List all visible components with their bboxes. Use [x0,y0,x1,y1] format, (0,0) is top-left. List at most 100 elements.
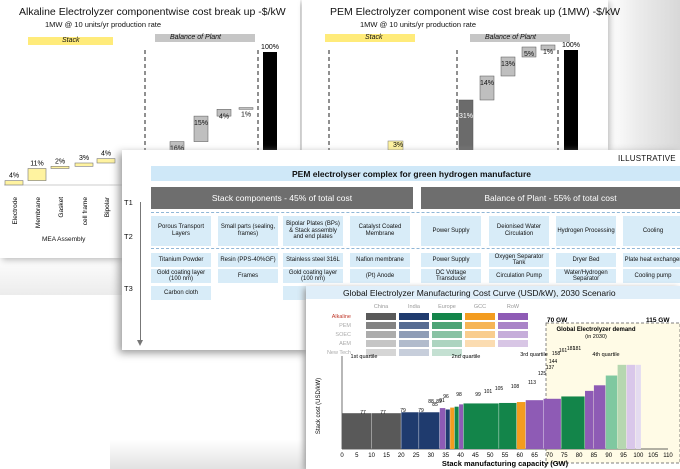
bop-header-label: Balance of Plant - 55% of total cost [484,193,617,203]
cost-curve-bar [585,390,594,449]
cost-value-label: 181 [573,346,582,352]
cost-value-label: 99 [475,392,481,398]
tech-legend-label: PEM [339,323,351,329]
x-tick-label: 80 [576,453,583,459]
cost-value-label: 77 [360,410,366,416]
legend-swatch [399,331,429,338]
cost-curve-bar [593,385,606,449]
tier3-box: Cooling pump [623,269,680,283]
alkaline-title: Alkaline Electrolyzer componentwise cost… [19,6,286,18]
cost-value-label: 85 [432,402,438,408]
complex-title-bar [151,166,680,181]
pem-chart: 3% 31% 14% 13% 5% 1% 100% [328,42,580,150]
alkaline-bop-band [155,34,255,42]
alkaline-stack-label: Stack [62,37,80,44]
quartile-label: 4th quartile [592,352,619,358]
cost-curve-bar [516,402,526,449]
x-tick-label: 90 [605,453,612,459]
tier3-box: Oxygen Separator Tank [489,253,549,267]
alkaline-stack-bar [4,180,24,186]
alkaline-bop-bar [193,115,209,142]
cost-curve-bar [561,396,585,449]
region-legend-label: GCC [474,304,486,310]
legend-swatch [498,313,528,320]
legend-swatch [366,349,396,356]
cost-curve-bar [439,408,446,449]
cost-curve-card: Global Electrolyzer Manufacturing Cost C… [306,286,680,469]
pem-bop-label: 5% [524,51,534,58]
cost-value-label: 101 [484,389,493,395]
cost-value-label: 105 [495,386,504,392]
alkaline-total-label: 100% [261,44,279,51]
x-tick-label: 25 [413,453,420,459]
alkaline-category-label: Electrode [12,197,19,225]
tier-arrow-head [137,340,143,346]
x-tick-label: 30 [428,453,435,459]
demand-label: Global Electrolyzer demand [556,327,635,333]
cost-curve-bar [617,364,627,449]
curve-title-bar [306,286,680,299]
legend-swatch [465,331,495,338]
cost-value-label: 125 [538,371,547,377]
legend-swatch [399,349,429,356]
tier3-box: Resin (PPS-40%GF) [218,253,278,267]
alkaline-category-label: Gasket [58,197,65,218]
alkaline-category-label: cell frame [82,197,89,226]
legend-swatch [366,340,396,347]
tier3-box: Nafion membrane [350,253,410,267]
legend-swatch [399,340,429,347]
tier3-box: Carbon cloth [151,286,211,300]
quartile-label: 1st quartile [351,354,378,360]
legend-swatch [465,322,495,329]
x-tick-label: 65 [531,453,538,459]
cost-value-label: 161 [559,348,568,354]
alkaline-bop-label: Balance of Plant [170,34,221,41]
pem-bop-label: 1% [543,49,553,56]
tech-legend-label: New Tech [327,350,351,356]
cost-value-label: 79 [400,408,406,414]
cost-curve-bar [459,404,464,449]
x-tick-label: 40 [457,453,464,459]
pem-bop-label: Balance of Plant [485,34,536,41]
gw70-label: 70 GW [547,317,568,324]
curve-title: Global Electrolyzer Manufacturing Cost C… [343,288,616,298]
stack-header-label: Stack components - 45% of total cost [211,193,353,203]
cost-value-label: 158 [552,351,561,357]
bop-header: Balance of Plant - 55% of total cost [421,187,680,209]
tech-legend-label: AEM [339,341,351,347]
demand-sub-label: (in 2030) [585,334,607,340]
component-grid: Porous Transport Layers Titanium Powder Go… [122,150,680,350]
legend-swatch [498,331,528,338]
quartile-label: 3rd quartile [520,352,548,358]
tier-t3: T3 [124,284,133,293]
legend-swatch [366,322,396,329]
cost-curve-bar [605,375,618,449]
y-axis-label: Stack cost (USD/kW) [316,378,322,434]
tier3-box: Titanium Powder [151,253,211,267]
x-tick-label: 45 [472,453,479,459]
region-legend-label: India [408,304,421,310]
legend-swatch [366,313,396,320]
alkaline-stack-bar [27,168,47,181]
legend-swatch [465,313,495,320]
x-tick-label: 10 [368,453,375,459]
x-tick-label: 35 [442,453,449,459]
x-tick-label: 85 [591,453,598,459]
cost-curve-bar [543,398,561,449]
alkaline-subtitle: 1MW @ 10 units/yr production rate [45,20,161,29]
tier3-box: Water/Hydrogen Separator [556,269,616,283]
alkaline-bop-bar [216,109,232,117]
pem-title: PEM Electrolyzer component wise cost bre… [330,6,621,18]
cost-curve-bar [450,407,455,449]
t3-separator [151,248,680,249]
legend-swatch [498,322,528,329]
pem-card: PEM Electrolyzer component wise cost bre… [302,0,620,150]
cost-value-label: 113 [528,380,536,386]
tier3-box: DC Voltage Transducer [421,269,481,283]
pem-stack-label: Stack [365,34,383,41]
cost-curve-bar [499,402,517,449]
cost-value-label: 88 [428,399,434,405]
tier-t1: T1 [124,198,133,207]
alkaline-bop-bar [238,107,254,110]
